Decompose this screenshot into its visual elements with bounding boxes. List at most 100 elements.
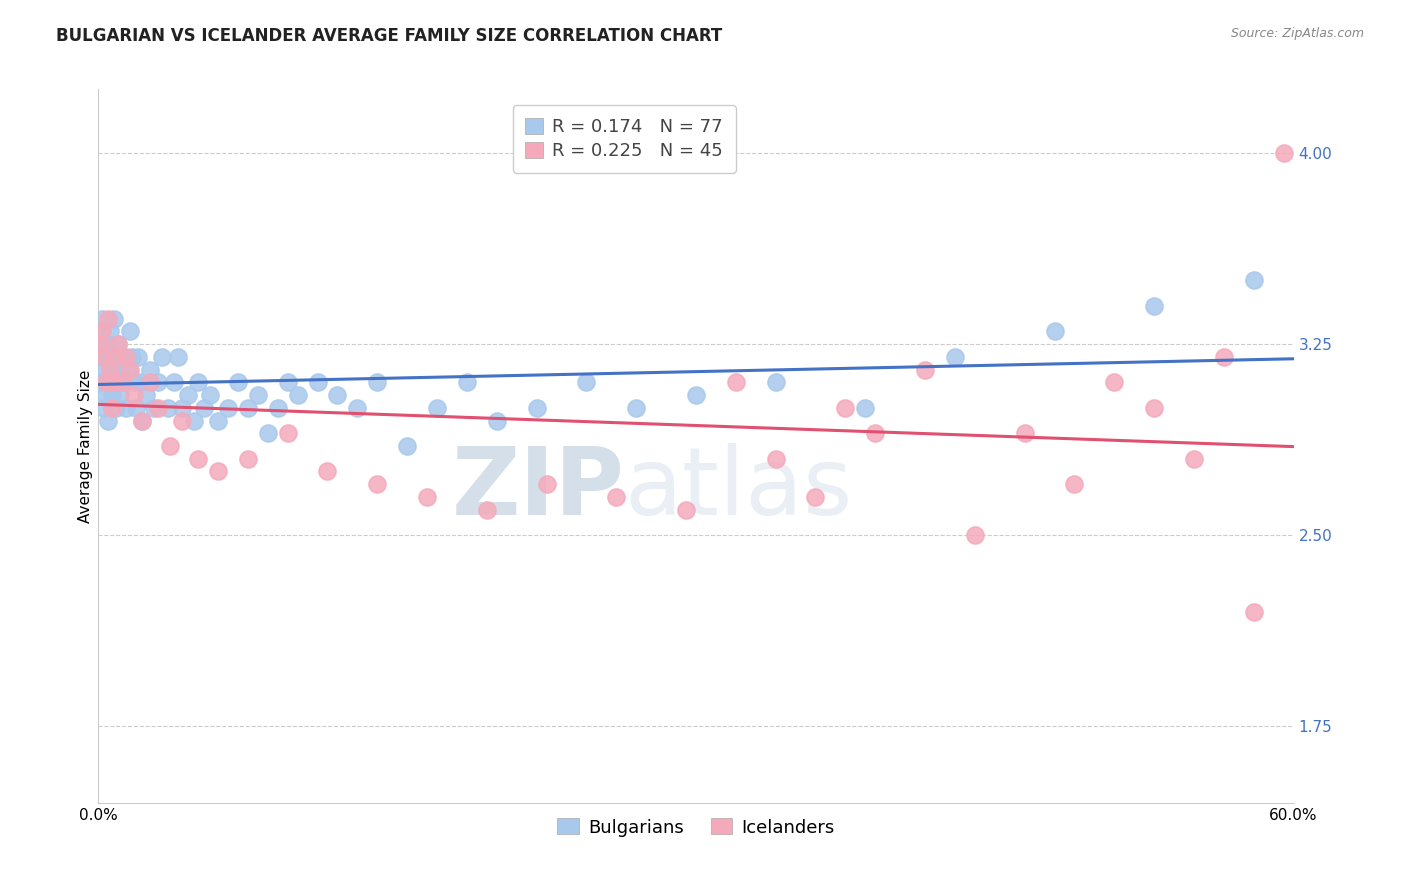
Point xyxy=(217,401,239,415)
Point xyxy=(426,401,449,415)
Point xyxy=(1143,299,1166,313)
Point xyxy=(366,477,388,491)
Point xyxy=(526,401,548,415)
Point xyxy=(172,401,194,415)
Point xyxy=(105,350,128,364)
Point xyxy=(115,350,138,364)
Point xyxy=(98,362,122,376)
Point xyxy=(456,376,478,390)
Point xyxy=(89,376,111,390)
Point xyxy=(575,376,598,390)
Point xyxy=(103,311,125,326)
Point xyxy=(626,401,648,415)
Point xyxy=(101,388,124,402)
Point xyxy=(159,439,181,453)
Point xyxy=(103,376,125,390)
Point xyxy=(91,324,114,338)
Point xyxy=(193,401,215,415)
Point xyxy=(139,362,162,376)
Point xyxy=(89,337,111,351)
Point xyxy=(226,376,249,390)
Point xyxy=(107,376,129,390)
Point xyxy=(96,376,118,390)
Point xyxy=(93,350,115,364)
Point xyxy=(346,401,368,415)
Point xyxy=(1243,605,1265,619)
Point xyxy=(485,413,508,427)
Point xyxy=(1014,426,1036,441)
Point xyxy=(187,376,209,390)
Point xyxy=(287,388,309,402)
Point xyxy=(131,413,153,427)
Text: atlas: atlas xyxy=(624,442,852,535)
Point xyxy=(135,388,157,402)
Y-axis label: Average Family Size: Average Family Size xyxy=(77,369,93,523)
Point xyxy=(172,413,194,427)
Point xyxy=(475,502,498,516)
Point xyxy=(177,388,200,402)
Point xyxy=(198,388,221,402)
Point xyxy=(1063,477,1085,491)
Point xyxy=(157,401,180,415)
Point xyxy=(1143,401,1166,415)
Point xyxy=(246,388,269,402)
Point xyxy=(93,362,115,376)
Point xyxy=(105,350,128,364)
Point xyxy=(277,426,299,441)
Point xyxy=(91,324,114,338)
Point xyxy=(97,376,120,390)
Point xyxy=(110,388,132,402)
Point xyxy=(163,376,186,390)
Point xyxy=(675,502,697,516)
Point xyxy=(207,465,229,479)
Point xyxy=(963,528,986,542)
Point xyxy=(131,413,153,427)
Text: ZIP: ZIP xyxy=(451,442,624,535)
Point xyxy=(765,451,787,466)
Legend: Bulgarians, Icelanders: Bulgarians, Icelanders xyxy=(550,811,842,844)
Point xyxy=(187,451,209,466)
Point xyxy=(536,477,558,491)
Point xyxy=(139,376,162,390)
Point xyxy=(91,311,114,326)
Point xyxy=(326,388,349,402)
Point xyxy=(97,337,120,351)
Point xyxy=(148,401,170,415)
Point xyxy=(98,362,122,376)
Point xyxy=(124,376,146,390)
Point xyxy=(101,350,124,364)
Point xyxy=(150,350,173,364)
Point xyxy=(366,376,388,390)
Point xyxy=(183,413,205,427)
Point xyxy=(121,350,143,364)
Point xyxy=(914,362,936,376)
Point xyxy=(115,401,138,415)
Point xyxy=(89,350,111,364)
Point xyxy=(724,376,747,390)
Point xyxy=(112,376,135,390)
Point xyxy=(267,401,290,415)
Point xyxy=(1243,273,1265,287)
Point xyxy=(125,401,148,415)
Point xyxy=(105,401,128,415)
Point xyxy=(120,324,142,338)
Point xyxy=(124,388,146,402)
Point xyxy=(256,426,278,441)
Point xyxy=(127,350,149,364)
Point xyxy=(96,350,118,364)
Point xyxy=(1043,324,1066,338)
Point xyxy=(1182,451,1205,466)
Point xyxy=(97,311,120,326)
Point xyxy=(605,490,627,504)
Point xyxy=(804,490,827,504)
Point xyxy=(765,376,787,390)
Point xyxy=(103,362,125,376)
Text: BULGARIAN VS ICELANDER AVERAGE FAMILY SIZE CORRELATION CHART: BULGARIAN VS ICELANDER AVERAGE FAMILY SI… xyxy=(56,27,723,45)
Point xyxy=(943,350,966,364)
Point xyxy=(834,401,856,415)
Point xyxy=(93,401,115,415)
Point xyxy=(865,426,887,441)
Point xyxy=(1272,145,1295,160)
Point xyxy=(143,401,166,415)
Point xyxy=(93,337,115,351)
